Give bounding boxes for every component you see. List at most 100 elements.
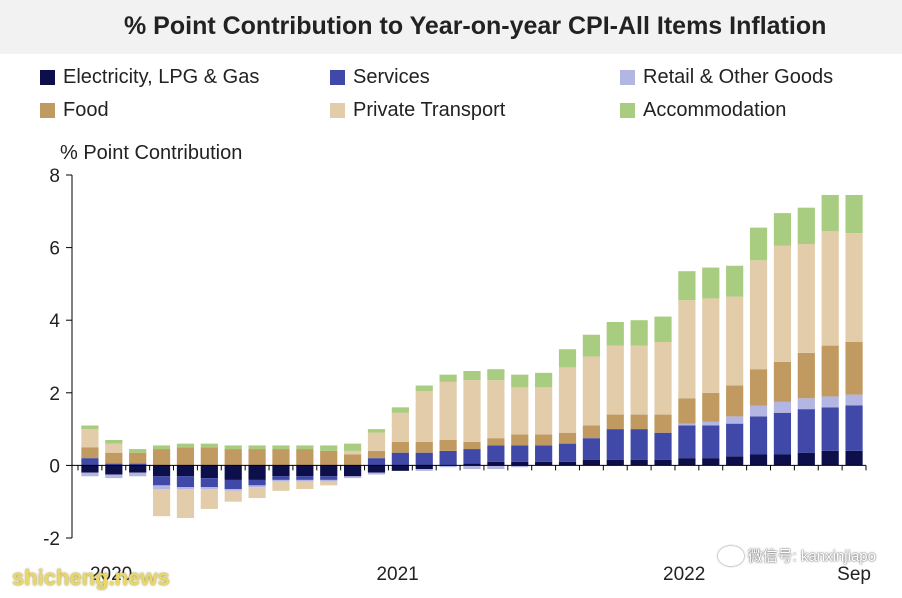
bar-segment-accommodation-26 — [702, 267, 720, 299]
bar-segment-food-31 — [821, 345, 839, 397]
bar-segment-private-transport-17 — [487, 380, 505, 439]
legend-label-private-transport: Private Transport — [353, 99, 506, 121]
bar-segment-services-21 — [582, 438, 600, 460]
x-tick-label-2021: 2021 — [376, 564, 418, 585]
bar-segment-services-28 — [749, 416, 768, 455]
bar-segment-services-15 — [439, 450, 457, 466]
bar-segment-retail-other-goods-5 — [200, 487, 218, 489]
bar-segment-electricity-lpg-gas-11 — [344, 465, 362, 477]
bar-segment-private-transport-16 — [463, 380, 481, 442]
bar-segment-accommodation-7 — [248, 445, 266, 450]
bar-segment-private-transport-25 — [678, 300, 696, 399]
bar-segment-services-23 — [630, 429, 648, 460]
bar-segment-accommodation-31 — [821, 194, 839, 232]
bar-segment-electricity-lpg-gas-32 — [845, 450, 863, 466]
bar-segment-food-26 — [702, 392, 720, 422]
bar-segment-food-8 — [272, 449, 290, 466]
bar-segment-private-transport-1 — [105, 443, 123, 453]
bar-segment-accommodation-23 — [630, 320, 648, 346]
bar-segment-accommodation-12 — [367, 429, 386, 433]
bar-segment-food-1 — [105, 452, 123, 464]
bar-segment-electricity-lpg-gas-16 — [463, 463, 481, 466]
bar-segment-private-transport-4 — [176, 489, 195, 519]
chart-title: % Point Contribution to Year-on-year CPI… — [124, 12, 827, 40]
bar-segment-private-transport-28 — [749, 260, 768, 370]
bar-segment-private-transport-19 — [535, 387, 553, 435]
bar-segment-retail-other-goods-16 — [463, 465, 481, 470]
bar-segment-private-transport-15 — [439, 381, 457, 440]
bar-segment-retail-other-goods-26 — [702, 421, 720, 426]
bar-segment-electricity-lpg-gas-2 — [129, 465, 147, 473]
bar-segment-services-1 — [105, 463, 123, 466]
legend-item-food: Food — [40, 99, 109, 122]
bar-segment-private-transport-8 — [272, 481, 290, 491]
bar-segment-private-transport-0 — [81, 429, 99, 448]
bar-segment-food-16 — [463, 441, 481, 450]
bar-segment-food-32 — [845, 341, 863, 395]
bar-segment-private-transport-30 — [797, 243, 815, 353]
bar-segment-food-23 — [630, 414, 648, 430]
bar-segment-private-transport-21 — [582, 356, 600, 426]
y-tick-label: 2 — [49, 384, 60, 405]
legend-swatch-services — [330, 70, 345, 85]
bar-segment-electricity-lpg-gas-22 — [606, 459, 624, 466]
bar-segment-retail-other-goods-15 — [439, 465, 457, 468]
bar-segment-electricity-lpg-gas-25 — [678, 458, 696, 466]
bar-segment-electricity-lpg-gas-30 — [797, 452, 815, 466]
bar-segment-food-6 — [224, 449, 242, 466]
bar-segment-electricity-lpg-gas-9 — [296, 465, 314, 477]
x-tick-label-2020: 2020 — [90, 564, 132, 585]
bar-segment-private-transport-32 — [845, 233, 863, 342]
bar-segment-private-transport-11 — [344, 450, 362, 455]
bar-segment-retail-other-goods-32 — [845, 394, 863, 406]
legend-swatch-food — [40, 103, 55, 118]
bar-segment-food-28 — [749, 369, 768, 406]
bar-segment-electricity-lpg-gas-21 — [582, 459, 600, 466]
bar-segment-services-22 — [606, 429, 624, 460]
y-tick-label: -2 — [43, 529, 60, 550]
bar-segment-services-25 — [678, 425, 696, 459]
bar-segment-private-transport-20 — [558, 367, 577, 433]
legend-label-electricity: Electricity, LPG & Gas — [63, 66, 260, 88]
legend-item-retail: Retail & Other Goods — [620, 66, 833, 89]
bar-segment-electricity-lpg-gas-14 — [415, 465, 433, 470]
bar-segment-services-3 — [152, 476, 171, 486]
bar-segment-electricity-lpg-gas-4 — [176, 465, 195, 477]
bar-segment-services-7 — [248, 479, 266, 486]
bar-segment-food-18 — [511, 434, 529, 446]
bar-segment-retail-other-goods-3 — [152, 485, 171, 489]
bar-segment-accommodation-24 — [654, 316, 672, 342]
bar-segment-retail-other-goods-14 — [415, 469, 433, 471]
bar-segment-electricity-lpg-gas-7 — [248, 465, 266, 480]
bar-segment-food-13 — [391, 441, 409, 453]
bar-segment-services-12 — [367, 458, 386, 466]
bar-segment-services-31 — [821, 407, 839, 451]
legend-item-private-transport: Private Transport — [330, 99, 505, 122]
bar-segment-accommodation-2 — [129, 449, 147, 453]
bar-segment-food-2 — [129, 452, 147, 464]
bar-segment-food-25 — [678, 398, 696, 424]
bar-segment-private-transport-18 — [511, 387, 529, 435]
bar-segment-services-26 — [702, 425, 720, 459]
bar-segment-electricity-lpg-gas-18 — [511, 461, 529, 466]
bar-segment-services-8 — [272, 476, 290, 480]
bar-segment-accommodation-16 — [463, 371, 481, 381]
legend-swatch-retail — [620, 70, 635, 85]
legend-label-retail: Retail & Other Goods — [643, 66, 834, 88]
bar-segment-food-27 — [726, 385, 744, 417]
bar-segment-private-transport-7 — [248, 487, 266, 499]
bar-segment-food-4 — [176, 447, 195, 466]
bar-segment-services-16 — [463, 449, 481, 464]
bar-segment-electricity-lpg-gas-26 — [702, 458, 720, 466]
bar-segment-food-20 — [558, 432, 577, 444]
bar-segment-accommodation-4 — [176, 443, 195, 448]
bar-segment-private-transport-31 — [821, 231, 839, 346]
bar-segment-retail-other-goods-31 — [821, 396, 839, 408]
bar-segment-accommodation-9 — [296, 445, 314, 450]
bar-segment-accommodation-17 — [487, 369, 505, 381]
bar-segment-private-transport-29 — [773, 245, 792, 362]
legend-swatch-private-transport — [330, 103, 345, 118]
bar-segment-accommodation-15 — [439, 374, 457, 382]
bar-segment-food-9 — [296, 449, 314, 466]
bar-segment-retail-other-goods-25 — [678, 423, 696, 426]
